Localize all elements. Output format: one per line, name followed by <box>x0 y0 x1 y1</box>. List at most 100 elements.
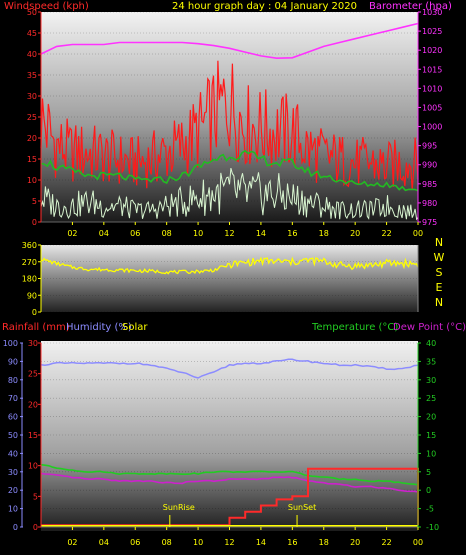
temperature-line <box>40 463 419 486</box>
wind-xtick-label: 04 <box>99 229 109 238</box>
humidity-ytick-label: 40 <box>8 449 18 458</box>
wind-xtick-label: 16 <box>287 229 297 238</box>
temp-ytick-label: 40 <box>426 339 436 348</box>
humidity-ytick-label: 90 <box>8 357 18 366</box>
wind-plot-area <box>41 12 418 222</box>
wind-xtick-label: 12 <box>224 229 234 238</box>
barometer-ytick-label: 1020 <box>422 46 442 55</box>
rain-ytick-label: 20 <box>28 400 38 409</box>
dewpoint-axis-title: Dew Point (°C) <box>393 322 466 333</box>
barometer-ytick-label: 1015 <box>422 65 442 74</box>
temp-ytick-label: 0 <box>426 486 431 495</box>
wind-direction-line <box>40 256 419 275</box>
temp-ytick-label: -10 <box>426 523 439 532</box>
wind-ytick-label: 50 <box>27 8 37 17</box>
wind-xtick-label: 00 <box>413 229 423 238</box>
wind-xtick-label: 14 <box>256 229 266 238</box>
temp-xtick-label: 20 <box>350 538 360 547</box>
direction-compass-label: N <box>435 296 443 309</box>
humidity-axis-title: Humidity (%) <box>66 322 132 333</box>
humidity-ytick-label: 80 <box>8 376 18 385</box>
wind-ytick-label: 20 <box>27 134 37 143</box>
humidity-ytick-label: 0 <box>13 523 18 532</box>
barometer-ytick-label: 1000 <box>422 123 442 132</box>
direction-ytick-label: 180 <box>22 275 37 284</box>
temp-ytick-label: 5 <box>426 468 431 477</box>
wind-ytick-label: 25 <box>27 113 37 122</box>
barometer-ytick-label: 975 <box>422 218 437 227</box>
wind-ytick-label: 10 <box>27 176 37 185</box>
humidity-ytick-label: 60 <box>8 413 18 422</box>
barometer-ytick-label: 990 <box>422 161 437 170</box>
rain-ytick-label: 10 <box>28 462 38 471</box>
humidity-ytick-label: 20 <box>8 486 18 495</box>
wind-min-line <box>40 167 419 221</box>
humidity-ytick-label: 70 <box>8 394 18 403</box>
temp-xtick-label: 10 <box>193 538 203 547</box>
graph-title: 24 hour graph day : 04 January 2020 <box>172 1 357 12</box>
direction-ytick-label: 270 <box>22 258 37 267</box>
barometer-ytick-label: 980 <box>422 199 437 208</box>
barometer-ytick-label: 1030 <box>422 8 442 17</box>
wind-ytick-label: 45 <box>27 29 37 38</box>
wind-xtick-label: 20 <box>350 229 360 238</box>
rain-ytick-label: 30 <box>28 339 38 348</box>
temp-ytick-label: 20 <box>426 413 436 422</box>
rainfall-axis-title: Rainfall (mm) <box>2 322 70 333</box>
wind-axes: 0510152025303540455097598098599099510001… <box>27 8 443 238</box>
wind-ytick-label: 15 <box>27 155 37 164</box>
wind-axis-title: Windspeed (kph) <box>4 1 89 12</box>
temp-xtick-label: 04 <box>99 538 109 547</box>
wind-ytick-label: 5 <box>32 197 37 206</box>
wind-ytick-label: 35 <box>27 71 37 80</box>
direction-compass-label: W <box>434 251 445 264</box>
humidity-ytick-label: 30 <box>8 468 18 477</box>
temp-xtick-label: 22 <box>381 538 391 547</box>
solar-axis-title: Solar <box>122 322 148 333</box>
wind-xtick-label: 18 <box>319 229 329 238</box>
temp-xtick-label: 00 <box>413 538 423 547</box>
wind-xtick-label: 06 <box>130 229 140 238</box>
temp-series <box>40 358 419 527</box>
direction-series <box>40 256 419 275</box>
barometer-axis-title: Barometer (hpa) <box>369 1 452 12</box>
barometer-line <box>40 22 419 60</box>
rain-ytick-label: 5 <box>33 492 38 501</box>
rain-ytick-label: 15 <box>28 431 38 440</box>
temp-ytick-label: 10 <box>426 449 436 458</box>
barometer-ytick-label: 1025 <box>422 27 442 36</box>
wind-xtick-label: 22 <box>381 229 391 238</box>
wind-ytick-label: 40 <box>27 50 37 59</box>
direction-compass-label: S <box>436 266 443 279</box>
temp-xtick-label: 18 <box>319 538 329 547</box>
temp-ytick-label: -5 <box>426 505 434 514</box>
dewpoint-line <box>40 472 419 493</box>
wind-ytick-label: 0 <box>32 218 37 227</box>
temp-xtick-label: 02 <box>67 538 77 547</box>
wind-ytick-label: 30 <box>27 92 37 101</box>
barometer-ytick-label: 985 <box>422 180 437 189</box>
direction-plot-area <box>41 245 418 312</box>
sunset-label: SunSet <box>288 503 316 512</box>
temperature-axis-title: Temperature (°C) <box>311 322 398 333</box>
humidity-ytick-label: 50 <box>8 431 18 440</box>
barometer-ytick-label: 1010 <box>422 84 442 93</box>
wind-series <box>40 22 419 221</box>
direction-compass-label: N <box>435 236 443 249</box>
temp-xtick-label: 08 <box>162 538 172 547</box>
wind-average-line <box>40 149 419 192</box>
temp-xtick-label: 06 <box>130 538 140 547</box>
direction-ytick-label: 0 <box>32 308 37 317</box>
temp-ytick-label: 15 <box>426 431 436 440</box>
temp-axes: -10 -5 0 5 10 15 20 25 30 35 40 0 5 10 15 20 25 30 0 10 20 30… <box>3 339 439 547</box>
humidity-ytick-label: 100 <box>3 339 18 348</box>
direction-ytick-label: 360 <box>22 241 37 250</box>
temp-xtick-label: 14 <box>256 538 266 547</box>
direction-ytick-label: 90 <box>27 291 37 300</box>
direction-compass-label: E <box>436 281 443 294</box>
rain-ytick-label: 25 <box>28 370 38 379</box>
barometer-ytick-label: 1005 <box>422 103 442 112</box>
wind-xtick-label: 10 <box>193 229 203 238</box>
